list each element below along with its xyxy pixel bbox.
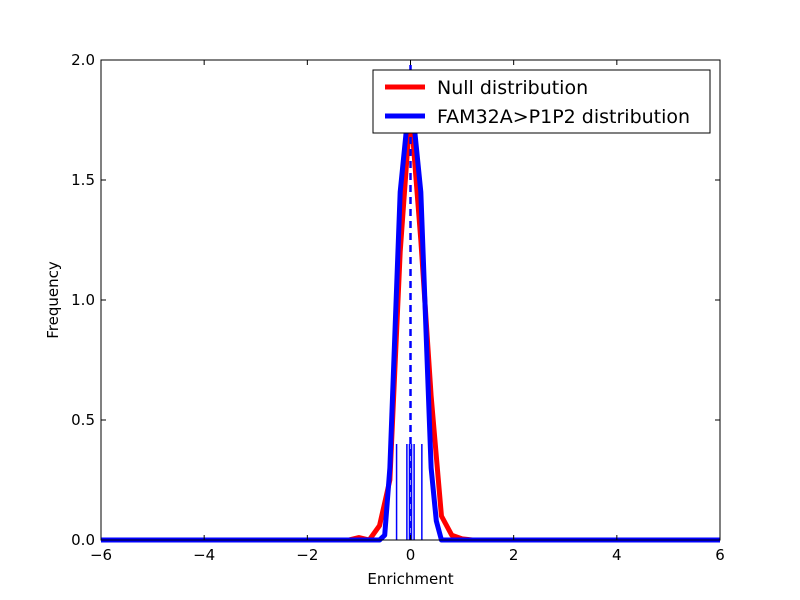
x-tick-label: −4 (193, 546, 215, 564)
legend-box (372, 69, 711, 134)
axis-ticks: −6 −4 −2 0 2 4 6 0.0 0.5 1.0 1.5 2.0 (71, 51, 725, 564)
x-tick-label: −2 (296, 546, 318, 564)
y-tick-label: 0.5 (71, 411, 95, 429)
x-tick-label: 6 (715, 546, 725, 564)
x-tick-label: 2 (509, 546, 519, 564)
x-tick-label: 4 (612, 546, 622, 564)
series-line-fam32a-distribution (101, 86, 720, 543)
x-tick-label: 0 (406, 546, 416, 564)
x-tick-label: −6 (90, 546, 112, 564)
x-axis-label: Enrichment (367, 570, 453, 588)
y-tick-label: 2.0 (71, 51, 95, 69)
y-tick-label: 0.0 (71, 531, 95, 549)
y-tick-label: 1.5 (71, 171, 95, 189)
legend-label: FAM32A>P1P2 distribution (437, 106, 690, 128)
y-tick-label: 1.0 (71, 291, 95, 309)
y-axis-label: Frequency (44, 261, 62, 339)
legend-label: Null distribution (437, 77, 588, 99)
legend: Null distribution FAM32A>P1P2 distributio… (372, 69, 711, 134)
